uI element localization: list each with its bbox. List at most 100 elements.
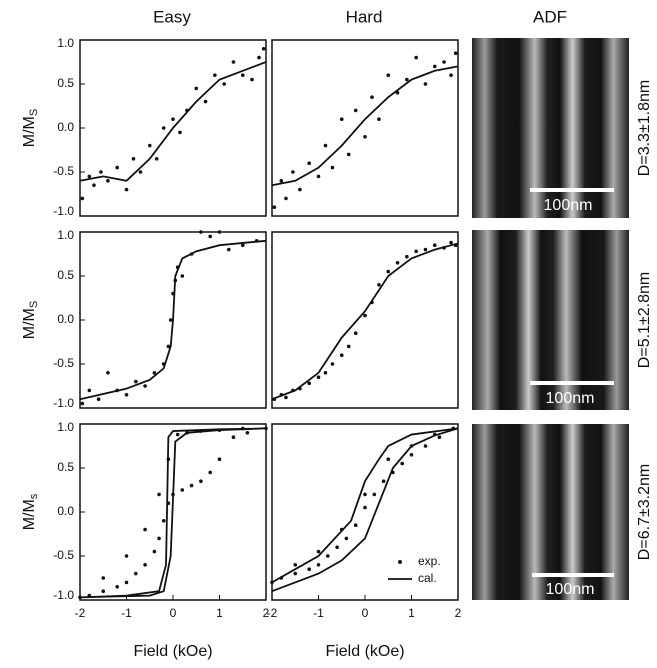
data-point bbox=[377, 283, 381, 287]
legend-label: exp. bbox=[418, 554, 441, 568]
y-tick-label: -0.5 bbox=[53, 548, 74, 562]
data-point bbox=[293, 571, 298, 576]
data-point bbox=[316, 375, 321, 380]
data-point bbox=[400, 461, 405, 466]
y-axis-label-main: M/M bbox=[21, 499, 38, 530]
data-point bbox=[307, 567, 312, 571]
data-point bbox=[298, 187, 302, 192]
data-point bbox=[199, 230, 203, 234]
data-point bbox=[115, 165, 119, 170]
data-point bbox=[291, 170, 295, 174]
scale-label: 100nm bbox=[544, 197, 593, 214]
data-point bbox=[245, 431, 250, 435]
y-tick-label: 0.0 bbox=[57, 504, 74, 518]
data-point bbox=[353, 108, 358, 113]
data-point bbox=[386, 73, 391, 77]
y-tick-label: 0.5 bbox=[57, 76, 74, 90]
data-point bbox=[353, 331, 358, 336]
x-tick-label: 2 bbox=[455, 606, 462, 620]
diameter-label: D=6.7±3.2nm bbox=[636, 464, 653, 560]
data-point bbox=[203, 99, 208, 104]
x-tick-label: -1 bbox=[121, 606, 132, 620]
fit-line bbox=[271, 427, 459, 593]
data-point bbox=[240, 243, 245, 247]
data-point bbox=[279, 179, 284, 183]
x-tick-label: -2 bbox=[75, 606, 86, 620]
y-tick-label: 1.0 bbox=[57, 420, 74, 434]
y-tick-label: 0.5 bbox=[57, 460, 74, 474]
data-point bbox=[335, 545, 339, 549]
data-point bbox=[386, 269, 391, 274]
data-point bbox=[339, 117, 344, 121]
data-point bbox=[131, 157, 136, 161]
fit-line bbox=[79, 239, 267, 401]
x-tick-label: 0 bbox=[170, 606, 177, 620]
data-point bbox=[124, 554, 129, 558]
data-point bbox=[372, 492, 377, 497]
data-point bbox=[161, 126, 166, 130]
data-point bbox=[423, 82, 428, 86]
data-point bbox=[96, 397, 101, 402]
data-point bbox=[134, 379, 138, 384]
data-point bbox=[166, 344, 171, 349]
x-tick-label: 2 bbox=[263, 606, 270, 620]
y-tick-label: 0.5 bbox=[57, 268, 74, 282]
y-tick-label: -0.5 bbox=[53, 164, 74, 178]
legend-symbol bbox=[398, 560, 402, 564]
data-point bbox=[124, 393, 129, 397]
data-point bbox=[432, 64, 437, 69]
data-point bbox=[423, 444, 428, 448]
data-point bbox=[147, 143, 152, 148]
data-point bbox=[208, 234, 212, 239]
data-point bbox=[449, 240, 453, 245]
data-point bbox=[152, 371, 157, 375]
y-tick-label: -1.0 bbox=[53, 204, 74, 218]
data-point bbox=[330, 165, 335, 170]
data-point bbox=[115, 585, 119, 589]
fit-line bbox=[79, 427, 267, 599]
data-point bbox=[316, 174, 321, 179]
data-point bbox=[80, 401, 85, 406]
plot-frame bbox=[271, 39, 459, 217]
data-point bbox=[199, 479, 203, 484]
data-point bbox=[161, 519, 166, 523]
data-point bbox=[143, 527, 147, 532]
data-point bbox=[344, 536, 349, 541]
diameter-label: D=3.3±1.8nm bbox=[636, 80, 653, 176]
data-point bbox=[217, 457, 222, 462]
data-point bbox=[316, 563, 321, 567]
scale-label: 100nm bbox=[546, 390, 595, 407]
data-point bbox=[339, 353, 344, 358]
scale-label: 100nm bbox=[546, 581, 595, 598]
data-point bbox=[157, 536, 161, 541]
data-point bbox=[143, 563, 147, 567]
data-point bbox=[326, 554, 330, 558]
data-point bbox=[250, 77, 254, 82]
data-point bbox=[227, 247, 231, 252]
data-point bbox=[106, 371, 110, 375]
data-point bbox=[370, 95, 374, 99]
y-tick-label: -1.0 bbox=[53, 588, 74, 602]
data-point bbox=[307, 381, 312, 386]
data-point bbox=[284, 196, 288, 201]
y-tick-label: 0.0 bbox=[57, 120, 74, 134]
data-point bbox=[307, 161, 312, 165]
data-point bbox=[106, 179, 110, 183]
x-tick-label: 1 bbox=[216, 606, 223, 620]
data-point bbox=[189, 483, 194, 488]
y-tick-label: 1.0 bbox=[57, 228, 74, 242]
data-point bbox=[101, 576, 106, 580]
data-point bbox=[272, 205, 277, 209]
column-title: Easy bbox=[153, 7, 191, 26]
data-point bbox=[363, 135, 367, 139]
y-axis-label-main: M/M bbox=[21, 116, 38, 147]
adf-image: 100nm bbox=[472, 424, 629, 600]
data-point bbox=[293, 563, 298, 567]
data-point bbox=[175, 432, 180, 437]
y-axis-label-sub: s bbox=[28, 493, 40, 499]
data-point bbox=[124, 580, 129, 585]
data-point bbox=[157, 492, 161, 497]
data-point bbox=[330, 362, 335, 366]
x-tick-label: 0 bbox=[362, 606, 369, 620]
